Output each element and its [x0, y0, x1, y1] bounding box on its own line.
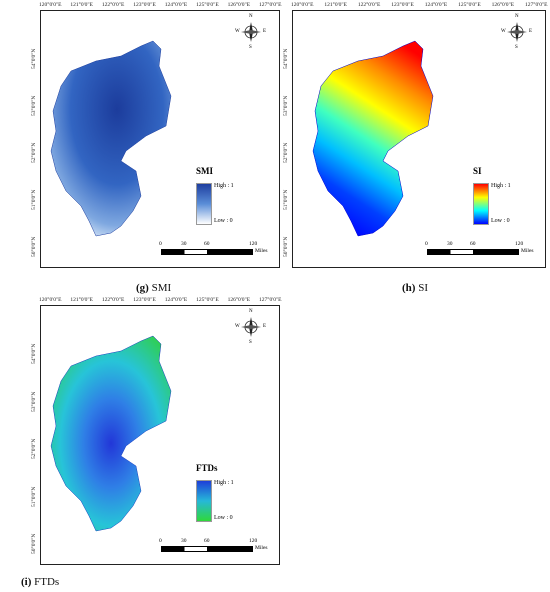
scale-label: 120: [515, 241, 524, 247]
y-tick-label: 51°0'0"N: [31, 486, 37, 507]
scale-label: 60: [204, 241, 210, 247]
scale-label: 30: [181, 241, 187, 247]
scale-bar: [161, 249, 253, 255]
map-panel-i: FTDs High : 1 Low : 0 120°0'0"E 121°0'0"E…: [31, 297, 282, 565]
caption-g: (g) SMI: [136, 282, 172, 294]
scale-label: 0: [159, 241, 162, 247]
scale-bar: [161, 546, 253, 552]
x-tick-label: 122°0'0"E: [101, 2, 125, 8]
north-arrow-icon: N S W E: [235, 14, 267, 50]
x-tick-label: 127°0'0"E: [259, 2, 282, 8]
legend-low: Low : 0: [214, 515, 233, 521]
scale-label: 30: [447, 241, 453, 247]
x-tick-label: 126°0'0"E: [227, 297, 251, 303]
legend-low: Low : 0: [214, 218, 233, 224]
x-tick-label: 122°0'0"E: [357, 2, 381, 8]
map-panel-h: SI High : 1 Low : 0 120°0'0"E 121°0'0"E 12…: [283, 2, 548, 268]
legend-high: High : 1: [214, 183, 234, 189]
x-tick-label: 120°0'0"E: [39, 297, 62, 303]
x-tick-label: 121°0'0"E: [324, 2, 347, 8]
x-tick-label: 120°0'0"E: [39, 2, 62, 8]
compass-s-label: S: [515, 45, 518, 50]
legend-low: Low : 0: [491, 218, 510, 224]
scale-unit: Miles: [255, 248, 268, 254]
legend-high: High : 1: [214, 480, 234, 486]
x-tick-label: 123°0'0"E: [133, 2, 156, 8]
y-tick-label: 54°0'0"N: [31, 343, 37, 364]
compass-w-label: W: [501, 29, 506, 34]
scale-label: 120: [249, 538, 258, 544]
scale-bar: [427, 249, 519, 255]
x-tick-label: 125°0'0"E: [196, 297, 219, 303]
y-tick-label: 50°0'0"N: [31, 236, 37, 257]
compass-e-label: E: [529, 29, 533, 34]
x-tick-label: 121°0'0"E: [70, 2, 93, 8]
legend-gradient: [196, 480, 212, 522]
x-tick-label: 127°0'0"E: [259, 297, 282, 303]
map-panel-g: SMI High : 1 Low : 0 120°0'0"E 121°0'0"E 1…: [31, 2, 282, 268]
legend-gradient: [196, 183, 212, 225]
x-tick-label: 121°0'0"E: [70, 297, 93, 303]
compass-s-label: S: [249, 45, 252, 50]
scale-label: 60: [470, 241, 476, 247]
x-tick-label: 122°0'0"E: [101, 297, 125, 303]
legend-title: SMI: [196, 166, 214, 176]
y-tick-label: 51°0'0"N: [31, 189, 37, 210]
compass-w-label: W: [235, 29, 240, 34]
compass-w-label: W: [235, 324, 240, 329]
y-tick-label: 52°0'0"N: [283, 142, 289, 163]
x-tick-label: 124°0'0"E: [164, 297, 188, 303]
scale-unit: Miles: [521, 248, 534, 254]
north-arrow-icon: N S W E: [235, 309, 267, 345]
y-tick-label: 53°0'0"N: [31, 95, 37, 116]
x-tick-label: 125°0'0"E: [458, 2, 481, 8]
y-tick-label: 52°0'0"N: [31, 142, 37, 163]
x-tick-label: 126°0'0"E: [491, 2, 515, 8]
x-tick-label: 125°0'0"E: [196, 2, 219, 8]
compass-n-label: N: [515, 14, 519, 19]
y-tick-label: 50°0'0"N: [31, 533, 37, 554]
compass-n-label: N: [249, 309, 253, 314]
y-tick-label: 53°0'0"N: [283, 95, 289, 116]
compass-e-label: E: [263, 324, 267, 329]
scale-label: 120: [249, 241, 258, 247]
legend-gradient: [473, 183, 489, 225]
legend-high: High : 1: [491, 183, 511, 189]
compass-n-label: N: [249, 14, 253, 19]
y-tick-label: 54°0'0"N: [31, 48, 37, 69]
region-shape: [50, 335, 172, 532]
scale-label: 0: [425, 241, 428, 247]
x-tick-label: 124°0'0"E: [164, 2, 188, 8]
x-tick-label: 127°0'0"E: [525, 2, 548, 8]
map-g-canvas: [50, 40, 172, 237]
x-tick-label: 126°0'0"E: [227, 2, 251, 8]
compass-s-label: S: [249, 340, 252, 345]
map-i-canvas: [50, 335, 172, 532]
caption-i: (i) FTDs: [21, 576, 60, 588]
legend-title: SI: [473, 166, 482, 176]
legend-title: FTDs: [196, 463, 218, 473]
region-shape: [50, 40, 172, 237]
y-tick-label: 51°0'0"N: [283, 189, 289, 210]
x-tick-label: 123°0'0"E: [391, 2, 414, 8]
y-tick-label: 54°0'0"N: [283, 48, 289, 69]
y-tick-label: 53°0'0"N: [31, 391, 37, 412]
y-tick-label: 50°0'0"N: [283, 236, 289, 257]
scale-label: 0: [159, 538, 162, 544]
map-h-canvas: [312, 40, 434, 237]
scale-unit: Miles: [255, 545, 268, 551]
scale-label: 30: [181, 538, 187, 544]
compass-e-label: E: [263, 29, 267, 34]
x-tick-label: 123°0'0"E: [133, 297, 156, 303]
region-shape: [312, 40, 434, 237]
caption-h: (h) SI: [402, 282, 428, 294]
x-tick-label: 120°0'0"E: [291, 2, 314, 8]
scale-label: 60: [204, 538, 210, 544]
north-arrow-icon: N S W E: [501, 14, 533, 50]
x-tick-label: 124°0'0"E: [424, 2, 448, 8]
y-tick-label: 52°0'0"N: [31, 438, 37, 459]
